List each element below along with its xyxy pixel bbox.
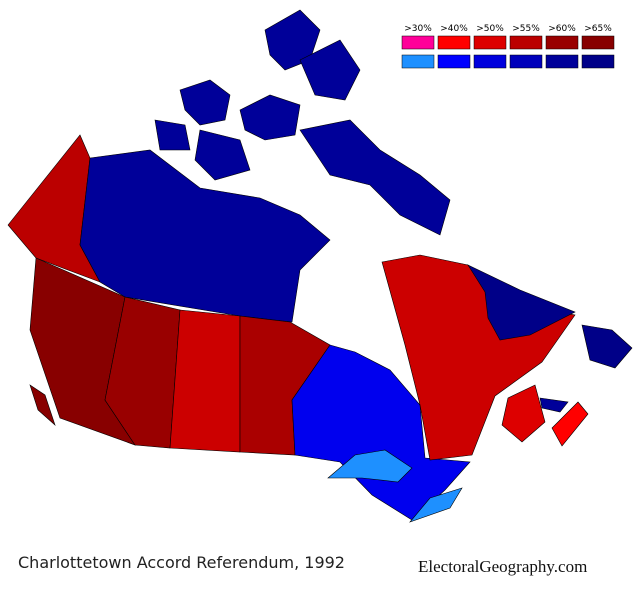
- arctic-island: [299, 39, 361, 101]
- legend-swatch-yes: [509, 35, 543, 50]
- legend-swatch-yes: [437, 35, 471, 50]
- legend-swatch-yes: [473, 35, 507, 50]
- legend-swatch-no: [401, 54, 435, 69]
- arctic-island: [154, 119, 191, 151]
- caption: Charlottetown Accord Referendum, 1992: [18, 553, 345, 572]
- ontario: [291, 344, 471, 521]
- legend-label: >60%: [548, 24, 576, 34]
- legend-label: >65%: [584, 24, 612, 34]
- prince-edward-island: [539, 397, 569, 413]
- alberta: [104, 296, 181, 449]
- legend-swatch-yes: [581, 35, 615, 50]
- labrador: [467, 264, 576, 341]
- legend-swatch-no: [509, 54, 543, 69]
- source: ElectoralGeography.com: [418, 557, 587, 576]
- southern-ontario: [409, 487, 463, 523]
- legend-swatch-no: [545, 54, 579, 69]
- arctic-island: [194, 129, 251, 181]
- legend-label: >50%: [476, 24, 504, 34]
- regions: [7, 9, 633, 523]
- legend: >30% >40% >50% >55% >60% >65%: [401, 24, 615, 69]
- arctic-island: [299, 119, 451, 236]
- quebec: [381, 254, 576, 461]
- vancouver-island: [29, 384, 56, 426]
- northwest-territories: [79, 149, 331, 323]
- legend-swatch-yes: [545, 35, 579, 50]
- legend-swatch-no: [437, 54, 471, 69]
- legend-swatch-no: [581, 54, 615, 69]
- arctic-island: [179, 79, 231, 126]
- legend-label: >40%: [440, 24, 468, 34]
- nova-scotia: [551, 401, 589, 447]
- legend-swatch-yes: [401, 35, 435, 50]
- newfoundland: [581, 324, 633, 369]
- arctic-island: [239, 94, 301, 141]
- great-lakes-region: [327, 449, 413, 483]
- legend-swatch-no: [473, 54, 507, 69]
- legend-label: >30%: [404, 24, 432, 34]
- new-brunswick: [501, 384, 546, 443]
- legend-label: >55%: [512, 24, 540, 34]
- saskatchewan: [169, 309, 241, 453]
